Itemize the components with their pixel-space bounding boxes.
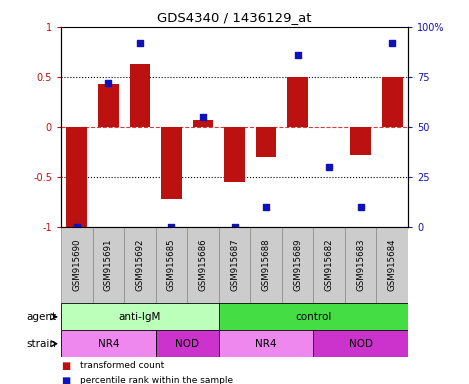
Bar [156, 330, 219, 357]
Text: GSM915691: GSM915691 [104, 239, 113, 291]
Bar [313, 330, 408, 357]
Bar [382, 77, 402, 127]
Text: NR4: NR4 [98, 339, 119, 349]
Bar [350, 127, 371, 155]
Bar [61, 303, 219, 330]
Text: GSM915682: GSM915682 [325, 238, 333, 291]
Text: GSM915688: GSM915688 [262, 238, 271, 291]
Text: ■: ■ [61, 361, 70, 371]
Text: strain: strain [26, 339, 56, 349]
Bar [161, 127, 182, 199]
Bar [124, 227, 156, 303]
Point [73, 223, 81, 230]
Bar [193, 120, 213, 127]
Bar [345, 227, 377, 303]
Point [136, 40, 144, 46]
Text: percentile rank within the sample: percentile rank within the sample [80, 376, 233, 384]
Bar [282, 227, 313, 303]
Point [357, 204, 364, 210]
Text: anti-IgM: anti-IgM [119, 312, 161, 322]
Text: NOD: NOD [175, 339, 199, 349]
Text: GSM915687: GSM915687 [230, 238, 239, 291]
Bar [224, 127, 245, 182]
Text: agent: agent [26, 312, 56, 322]
Text: GSM915686: GSM915686 [198, 238, 207, 291]
Point [199, 114, 207, 120]
Point [325, 164, 333, 170]
Bar [61, 227, 92, 303]
Point [231, 223, 238, 230]
Text: NOD: NOD [349, 339, 373, 349]
Bar [67, 127, 87, 227]
Bar [256, 127, 276, 157]
Point [105, 80, 112, 86]
Text: control: control [295, 312, 332, 322]
Text: ■: ■ [61, 376, 70, 384]
Bar [61, 330, 156, 357]
Point [167, 223, 175, 230]
Text: NR4: NR4 [255, 339, 277, 349]
Bar [219, 330, 313, 357]
Bar [98, 84, 119, 127]
Text: GSM915684: GSM915684 [388, 238, 397, 291]
Text: GSM915685: GSM915685 [167, 238, 176, 291]
Text: GSM915690: GSM915690 [72, 239, 81, 291]
Title: GDS4340 / 1436129_at: GDS4340 / 1436129_at [157, 11, 312, 24]
Bar [219, 303, 408, 330]
Bar [250, 227, 282, 303]
Bar [92, 227, 124, 303]
Bar [287, 77, 308, 127]
Bar [156, 227, 187, 303]
Text: transformed count: transformed count [80, 361, 164, 370]
Text: GSM915683: GSM915683 [356, 238, 365, 291]
Bar [129, 64, 150, 127]
Text: GSM915692: GSM915692 [136, 239, 144, 291]
Point [262, 204, 270, 210]
Bar [313, 227, 345, 303]
Point [294, 52, 302, 58]
Text: GSM915689: GSM915689 [293, 239, 302, 291]
Bar [187, 227, 219, 303]
Bar [219, 227, 250, 303]
Bar [377, 227, 408, 303]
Point [388, 40, 396, 46]
